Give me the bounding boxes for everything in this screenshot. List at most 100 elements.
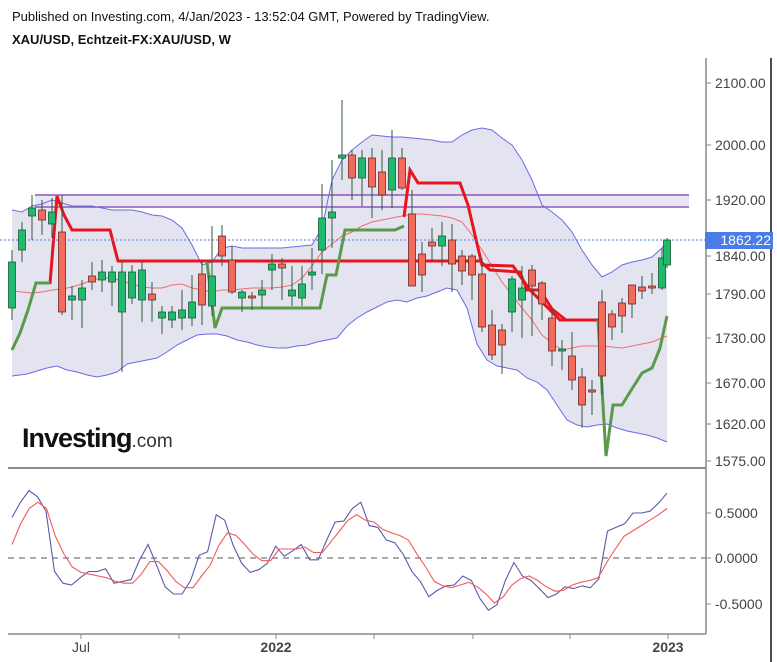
candle[interactable] [568,332,576,390]
macd-tick-label: 0.0000 [715,550,758,566]
x-tick-2023: 2023 [652,639,683,655]
macd-tick-label: 0.5000 [715,505,758,521]
candle[interactable] [428,228,436,262]
bollinger-lower-band [11,287,668,443]
price-tick-label: 1790.00 [715,286,766,302]
price-tick-label: 1620.00 [715,416,766,432]
logo-main: Investing [22,423,133,453]
candle[interactable] [78,280,86,328]
candle[interactable] [108,266,116,306]
last-price-tag: 1862.22 [705,232,773,249]
price-tick-label: 2000.00 [715,137,766,153]
candle[interactable] [508,276,516,332]
price-tick-label: 1575.00 [715,453,766,469]
candle[interactable] [38,200,46,235]
supertrend-up-line-2 [205,224,405,329]
candle[interactable] [238,290,246,312]
published-caption: Published on Investing.com, 4/Jan/2023 -… [12,9,490,24]
candle[interactable] [448,224,456,292]
candle[interactable] [478,258,486,332]
candle[interactable] [48,198,56,238]
price-axis-ticks: 2100.00 2000.00 1920.00 1840.00 1790.00 1730.… [706,75,766,469]
candle[interactable] [638,276,646,299]
investing-logo: Investing.com [22,423,173,454]
candle[interactable] [498,324,506,374]
candle[interactable] [158,306,166,334]
candle[interactable] [328,160,336,248]
candle[interactable] [298,266,306,306]
candle[interactable] [218,225,226,266]
candle[interactable] [68,286,76,320]
candle[interactable] [18,222,26,262]
candle[interactable] [528,265,536,336]
candle[interactable] [308,248,316,290]
candle[interactable] [388,130,396,208]
macd-line [11,489,668,611]
candle[interactable] [98,260,106,292]
candle[interactable] [188,275,196,326]
candle[interactable] [438,222,446,266]
candle[interactable] [278,258,286,300]
candle[interactable] [608,310,616,340]
supertrend-up-line [10,281,50,351]
candle[interactable] [418,242,426,292]
candlestick-series[interactable] [8,100,671,428]
candle[interactable] [58,195,66,315]
candle[interactable] [468,254,476,300]
candle[interactable] [228,246,236,294]
candle[interactable] [178,290,186,330]
logo-suffix: .com [131,431,173,452]
price-tick-label: 1840.00 [715,248,766,264]
candle[interactable] [518,266,526,338]
candle[interactable] [248,292,256,310]
candle[interactable] [378,150,386,210]
macd-axis-ticks: 0.5000 0.0000 -0.5000 [706,505,763,612]
symbol-title: XAU/USD, Echtzeit-FX:XAU/USD, W [12,32,231,47]
candle[interactable] [348,150,356,200]
candle[interactable] [138,262,146,322]
candle[interactable] [538,281,546,320]
candle[interactable] [288,266,296,306]
candle[interactable] [168,306,176,328]
bollinger-band-fill [12,128,667,442]
candle[interactable] [458,250,466,285]
candle[interactable] [578,368,586,428]
price-tick-label: 1920.00 [715,192,766,208]
candle[interactable] [128,265,136,304]
candle[interactable] [488,310,496,360]
candle[interactable] [658,248,666,290]
candle[interactable] [88,262,96,290]
macd-tick-label: -0.5000 [715,596,763,612]
candle[interactable] [588,380,596,415]
candle[interactable] [338,100,346,180]
candle[interactable] [28,195,36,240]
candle[interactable] [268,254,276,290]
candle[interactable] [548,308,556,366]
candle[interactable] [648,273,656,294]
candle[interactable] [208,226,216,316]
candle[interactable] [598,290,606,395]
time-axis-ticks [80,634,669,639]
candle[interactable] [558,340,566,370]
x-tick-jul: Jul [72,639,90,655]
candle[interactable] [358,150,366,206]
price-tick-label: 1670.00 [715,375,766,391]
candle[interactable] [8,250,16,320]
candle[interactable] [318,184,326,274]
candle[interactable] [148,282,156,322]
candle[interactable] [198,262,206,325]
candle[interactable] [398,148,406,190]
signal-line [11,501,668,604]
candle[interactable] [258,280,266,308]
price-tick-label: 2100.00 [715,75,766,91]
candle[interactable] [368,148,376,218]
candle[interactable] [628,284,636,318]
price-tick-label: 1730.00 [715,330,766,346]
x-tick-2022: 2022 [260,639,291,655]
supertrend-up-line-3 [596,315,669,457]
candle[interactable] [408,190,416,287]
candle[interactable] [618,298,626,333]
candle[interactable] [118,262,126,372]
candle[interactable] [663,238,671,268]
